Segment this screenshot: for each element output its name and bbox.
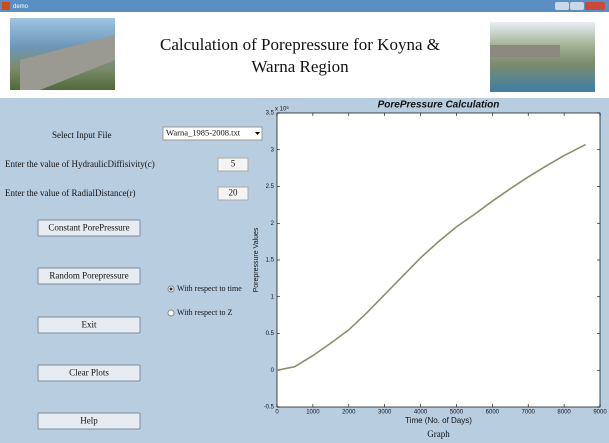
dam-wall [490, 45, 560, 57]
x-tick-label: 9000 [593, 410, 607, 416]
radio-dot [169, 287, 173, 291]
pore-pressure-line [276, 143, 586, 372]
button[interactable] [37, 219, 141, 237]
radio-button[interactable] [167, 309, 175, 317]
diffusivity-value: 5 [231, 159, 236, 169]
x-tick-label: 7000 [522, 410, 536, 416]
x-tick-label: 6000 [486, 410, 500, 416]
x-tick-label: 1000 [306, 410, 320, 416]
chart-title: PorePressure Calculation [378, 100, 500, 111]
app-icon [2, 2, 10, 10]
y-tick-label: 1.5 [266, 258, 275, 264]
button-label: Random Porepressure [49, 271, 128, 281]
y-axis-label: Porepressure Values [253, 227, 260, 292]
button[interactable] [37, 364, 141, 382]
y-tick-label: 1 [271, 294, 275, 300]
button-label: Constant PorePressure [48, 223, 129, 233]
distance-label: Enter the value of RadialDistance(r) [5, 188, 135, 198]
x-tick-label: 8000 [557, 410, 571, 416]
title-bar [0, 0, 609, 12]
x-axis-label: Time (No. of Days) [405, 416, 472, 425]
diffusivity-input[interactable] [217, 157, 249, 172]
header-title: Calculation of Porepressure for Koyna & [160, 35, 440, 54]
maximize-button[interactable] [570, 2, 584, 10]
file-value: Warna_1985-2008.txt [166, 127, 241, 137]
x-tick-label: 2000 [342, 410, 356, 416]
dropdown-arrow [255, 132, 260, 135]
dam-wall [20, 35, 115, 90]
y-exponent: x 10⁶ [275, 106, 289, 113]
radio-label: With respect to Z [177, 308, 233, 317]
button-label: Clear Plots [69, 368, 109, 378]
button-label: Help [80, 416, 98, 426]
close-button[interactable] [585, 2, 605, 10]
radio-label: With respect to time [177, 284, 242, 293]
caption: Graph [427, 429, 450, 439]
x-tick-label: 4000 [414, 410, 428, 416]
y-tick-label: -0.5 [264, 405, 275, 411]
button[interactable] [37, 412, 141, 430]
distance-value: 20 [229, 188, 239, 198]
y-tick-label: 0.5 [266, 331, 275, 337]
button-label: Exit [82, 320, 97, 330]
plot-area [276, 112, 601, 408]
y-tick-label: 2 [271, 221, 275, 227]
diffusivity-label: Enter the value of HydraulicDiffisivity(… [5, 159, 155, 169]
x-tick-label: 5000 [450, 410, 464, 416]
y-tick-label: 3 [271, 147, 275, 153]
minimize-button[interactable] [555, 2, 569, 10]
y-tick-label: 2.5 [266, 184, 275, 190]
file-label: Select Input File [52, 130, 112, 140]
distance-input[interactable] [217, 186, 249, 201]
button[interactable] [37, 267, 141, 285]
y-tick-label: 3.5 [266, 111, 275, 117]
button[interactable] [37, 316, 141, 334]
x-tick-label: 3000 [378, 410, 392, 416]
y-tick-label: 0 [271, 368, 275, 374]
x-tick-label: 0 [275, 410, 279, 416]
file-dropdown[interactable] [162, 126, 263, 141]
window-title: demo [13, 4, 29, 10]
header-title: Warna Region [251, 57, 349, 76]
